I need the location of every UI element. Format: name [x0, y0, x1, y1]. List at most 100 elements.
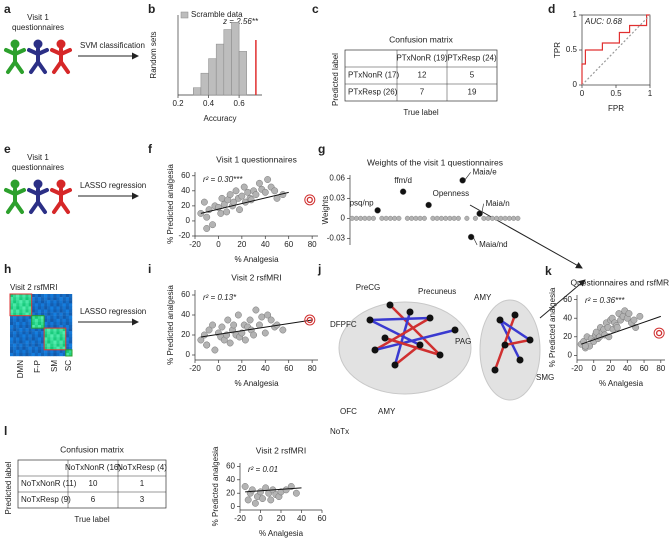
point	[267, 316, 275, 324]
heatmap-cell	[53, 334, 57, 338]
heatmap-cell	[10, 334, 14, 338]
heatmap-cell	[65, 346, 70, 350]
heatmap-cell	[56, 328, 60, 332]
network-label: F-P	[33, 360, 42, 373]
y-tick-label: 0	[186, 350, 191, 359]
connection	[393, 311, 412, 366]
heatmap-cell	[37, 309, 42, 313]
heatmap-cell	[37, 318, 42, 323]
heatmap-cell	[53, 337, 57, 341]
heatmap-cell	[41, 312, 45, 316]
region-label: Precuneus	[418, 287, 456, 296]
heatmap-cell	[25, 328, 29, 332]
point	[240, 183, 248, 191]
heatmap-cell	[22, 306, 26, 310]
heatmap-cell	[22, 303, 26, 307]
network-block	[43, 327, 67, 351]
heatmap-cell	[19, 352, 23, 357]
heatmap-cell	[50, 303, 54, 307]
y-tick-label: 60	[226, 461, 235, 470]
weight-point	[476, 210, 483, 217]
label-pointer	[464, 172, 471, 181]
arrow	[469, 204, 583, 269]
point	[203, 225, 211, 232]
weight-point	[379, 215, 385, 221]
panel-letter: f	[148, 142, 153, 156]
heatmap-cell	[19, 300, 23, 304]
label: questionnaires	[12, 163, 64, 172]
x-axis-label: % Analgesia	[234, 255, 279, 264]
heatmap-cell	[44, 309, 48, 313]
heatmap-cell	[62, 300, 66, 304]
heatmap-cell	[19, 309, 23, 313]
label: LASSO regression	[80, 181, 146, 190]
point	[261, 188, 269, 196]
node	[501, 341, 509, 349]
heatmap-cell	[59, 352, 63, 357]
heatmap-cell	[37, 331, 42, 335]
x-axis-label: FPR	[608, 104, 624, 113]
node	[381, 334, 389, 342]
point	[613, 324, 621, 331]
weight-point	[464, 215, 470, 221]
heatmap-cell	[28, 300, 32, 304]
heatmap-cell	[47, 325, 51, 329]
x-tick-label: 60	[318, 514, 327, 523]
network-block	[31, 315, 45, 329]
heatmap-cell	[31, 349, 35, 354]
heatmap-cell	[56, 352, 60, 357]
heatmap-cell	[19, 315, 23, 319]
heatmap-cell	[13, 343, 17, 347]
heatmap-cell	[65, 331, 70, 335]
x-axis-label: % Analgesia	[259, 529, 304, 538]
heatmap-cell	[19, 297, 23, 301]
table-cell: 7	[420, 88, 425, 97]
heatmap-cell	[10, 325, 14, 329]
chart-title: Visit 2 rsfMRI	[231, 272, 281, 282]
heatmap-cell	[25, 337, 29, 341]
heatmap-cell	[41, 321, 45, 326]
person-body	[27, 187, 49, 214]
point	[226, 191, 234, 199]
heatmap-cell	[28, 297, 32, 301]
heatmap-cell	[65, 321, 70, 326]
heatmap-cell	[34, 343, 39, 347]
group-label: NoTx	[330, 427, 349, 436]
column-header: NoTxResp (4)	[117, 463, 167, 472]
heatmap-cell	[31, 321, 35, 326]
heatmap-cell	[13, 294, 17, 298]
heatmap-cell	[25, 352, 29, 357]
heatmap-cell	[53, 349, 57, 354]
heatmap-cell	[25, 346, 29, 350]
heatmap-cell	[62, 337, 66, 341]
heatmap-cell	[53, 328, 57, 332]
heatmap-cell	[47, 343, 51, 347]
heatmap-cell	[22, 325, 26, 329]
x-tick-label: 20	[237, 364, 246, 373]
heatmap-cell	[41, 297, 45, 301]
heatmap-cell	[68, 334, 73, 338]
annotation: z = 2.56**	[222, 17, 259, 26]
y-tick-label: 20	[181, 201, 190, 210]
heatmap-cell	[13, 337, 17, 341]
heatmap-cell	[68, 340, 73, 344]
heatmap-cell	[56, 337, 60, 341]
heatmap-cell	[19, 325, 23, 329]
heatmap-cell	[10, 349, 14, 354]
heatmap-cell	[62, 312, 66, 316]
panel-letter: h	[4, 262, 11, 276]
heatmap-cell	[62, 321, 66, 326]
weight-point	[413, 215, 419, 221]
heatmap-cell	[65, 297, 70, 301]
heatmap-cell	[13, 300, 17, 304]
heatmap-cell	[59, 303, 63, 307]
heatmap-cell	[13, 297, 17, 301]
heatmap-cell	[50, 321, 54, 326]
heatmap-cell	[10, 303, 14, 307]
person-head	[56, 179, 66, 189]
heatmap-cell	[53, 321, 57, 326]
heatmap-cell	[41, 352, 45, 357]
heatmap-cell	[16, 349, 20, 354]
heatmap-cell	[44, 352, 48, 357]
heatmap-cell	[37, 334, 42, 338]
